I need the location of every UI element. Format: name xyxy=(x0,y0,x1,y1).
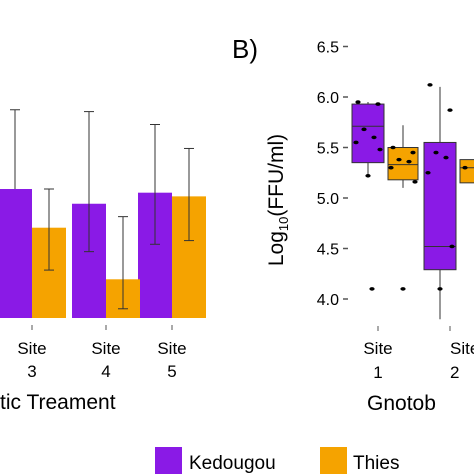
box-thies-site-1 xyxy=(387,125,419,291)
panel-a-tick-label-3-line1: Site xyxy=(157,339,186,358)
legend-label-kedougou: Kedougou xyxy=(189,453,276,474)
legend-item-thies: Thies xyxy=(320,447,399,474)
error-bar-thies-2 xyxy=(118,216,128,310)
panel-a-tick-label-2-line1: Site xyxy=(91,339,120,358)
data-point xyxy=(412,180,418,184)
error-bar-kedougou-3 xyxy=(150,124,160,245)
panel-b-box-plot: B) Log10(FFU/ml) 4.0 4.5 5.0 5.5 6.0 6.5 Site 1 Si… xyxy=(232,34,474,415)
panel-a-tick-label-3-line2: 5 xyxy=(167,362,176,381)
data-point xyxy=(361,127,367,132)
legend-item-kedougou: Kedougou xyxy=(155,447,276,474)
data-point xyxy=(447,108,453,112)
panel-a-tick-label-1-line1: Site xyxy=(17,339,46,358)
panel-b-y-tick-label-4: 5.5 xyxy=(317,141,339,158)
data-point xyxy=(396,157,402,162)
panel-b-y-tick-label-5: 6.0 xyxy=(317,90,339,107)
data-point xyxy=(365,173,371,178)
panel-a-tick-label-1-line2: 3 xyxy=(27,362,36,381)
data-point xyxy=(390,145,396,150)
panel-b-x-tick-label-1-line2: 1 xyxy=(373,363,382,382)
box-iqr xyxy=(423,141,457,271)
panel-a-bar-chart: Site 3 Site 4 Site 5 tic Treament xyxy=(0,109,206,414)
data-point xyxy=(433,150,439,155)
panel-b-x-tick-label-2-line1: Site xyxy=(450,339,474,358)
data-point xyxy=(427,83,433,87)
data-point xyxy=(462,165,468,170)
panel-a-x-axis-title: tic Treament xyxy=(0,391,116,414)
data-point xyxy=(406,159,412,164)
legend-swatch-thies xyxy=(320,447,347,474)
data-point xyxy=(375,102,381,106)
box-kedougou-site-2 xyxy=(423,83,457,320)
box-kedougou-site-1 xyxy=(351,100,385,291)
data-point xyxy=(377,147,383,152)
bar-kedougou-1 xyxy=(0,189,32,318)
panel-b-y-tick-label-1: 4.0 xyxy=(317,292,339,309)
error-bar-kedougou-1 xyxy=(10,109,20,189)
panel-b-y-axis-title: Log10(FFU/ml) xyxy=(265,134,291,266)
panel-b-x-tick-label-2-line2: 2 xyxy=(450,363,459,382)
data-point xyxy=(355,100,361,104)
data-point xyxy=(443,155,449,160)
panel-b-y-tick-label-2: 4.5 xyxy=(317,242,339,259)
legend-swatch-kedougou xyxy=(155,447,182,474)
data-point xyxy=(369,287,375,291)
box-iqr xyxy=(351,103,385,164)
data-point xyxy=(425,170,431,175)
panel-b-x-axis-title: Gnotob xyxy=(367,392,436,415)
data-point xyxy=(400,287,406,291)
panel-b-y-tick-label-3: 5.0 xyxy=(317,191,339,208)
panel-b-x-tick-label-1-line1: Site xyxy=(363,339,392,358)
error-bar-kedougou-2 xyxy=(84,111,94,253)
panel-b-y-tick-label-6: 6.5 xyxy=(317,40,339,57)
box-thies-site-2 xyxy=(459,159,474,184)
box-iqr xyxy=(459,159,474,184)
data-point xyxy=(353,140,359,145)
data-point xyxy=(437,287,443,291)
legend-label-thies: Thies xyxy=(353,453,399,474)
data-point xyxy=(388,165,394,170)
data-point xyxy=(371,135,377,140)
legend: Kedougou Thies xyxy=(155,447,399,474)
data-point xyxy=(449,244,455,249)
error-bar-thies-3 xyxy=(184,147,194,242)
data-point xyxy=(410,150,416,155)
panel-b-label: B) xyxy=(232,34,258,64)
panel-a-tick-label-2-line2: 4 xyxy=(101,362,110,381)
error-bar-thies-1 xyxy=(44,188,54,271)
